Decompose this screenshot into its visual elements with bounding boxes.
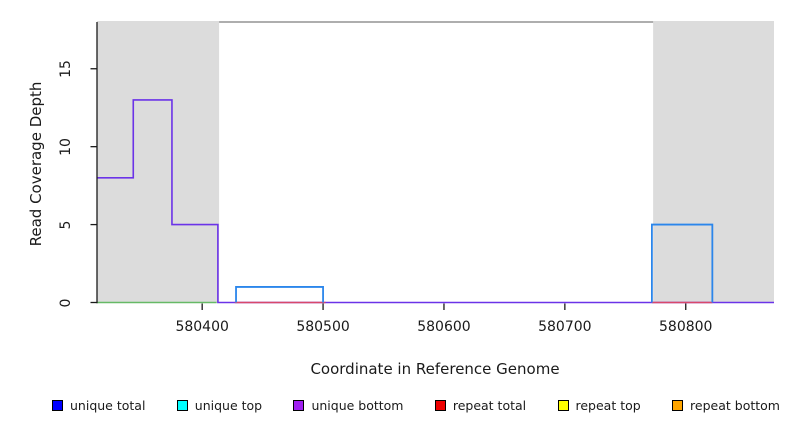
legend-item-repeat-bottom: repeat bottom — [672, 398, 780, 413]
y-tick-label: 10 — [58, 137, 74, 156]
y-tick-label: 0 — [58, 298, 74, 307]
legend-swatch-icon — [52, 399, 63, 411]
legend-item-unique-bottom: unique bottom — [293, 397, 404, 413]
legend-item-repeat-top: repeat top — [557, 397, 641, 413]
x-tick-label: 580400 — [175, 319, 229, 335]
left-masked-region — [97, 21, 220, 303]
legend-item-unique-total: unique total — [52, 398, 145, 413]
legend-label: repeat bottom — [690, 397, 780, 413]
legend-label: unique total — [70, 397, 146, 413]
legend-label: unique top — [194, 397, 263, 413]
y-tick-label: 5 — [58, 220, 74, 230]
legend-swatch-icon — [293, 399, 305, 411]
legend-label: repeat total — [452, 397, 527, 413]
legend-swatch-icon — [672, 399, 684, 411]
y-tick-label: 15 — [58, 59, 74, 78]
y-axis-label: Read Coverage Depth — [27, 81, 45, 247]
legend-item-unique-top: unique top — [176, 397, 263, 413]
legend-item-repeat-total: repeat total — [434, 397, 527, 413]
right-masked-region — [653, 21, 774, 303]
x-tick-label: 580500 — [296, 319, 350, 335]
legend-label: repeat top — [575, 397, 641, 413]
x-tick-label: 580700 — [538, 319, 592, 335]
x-axis-label: Coordinate in Reference Genome — [310, 360, 560, 378]
unique-top-coverage-box — [650, 223, 714, 303]
unique-top-coverage-box — [235, 286, 324, 303]
legend: unique total unique top unique bottom repea… — [52, 397, 780, 413]
x-tick-label: 580800 — [659, 319, 713, 335]
legend-swatch-icon — [557, 399, 569, 411]
unique-bottom-coverage-line — [97, 99, 774, 304]
legend-label: unique bottom — [311, 397, 404, 413]
legend-swatch-icon — [176, 399, 188, 411]
x-tick-label: 580600 — [417, 319, 471, 335]
legend-swatch-icon — [434, 399, 446, 411]
